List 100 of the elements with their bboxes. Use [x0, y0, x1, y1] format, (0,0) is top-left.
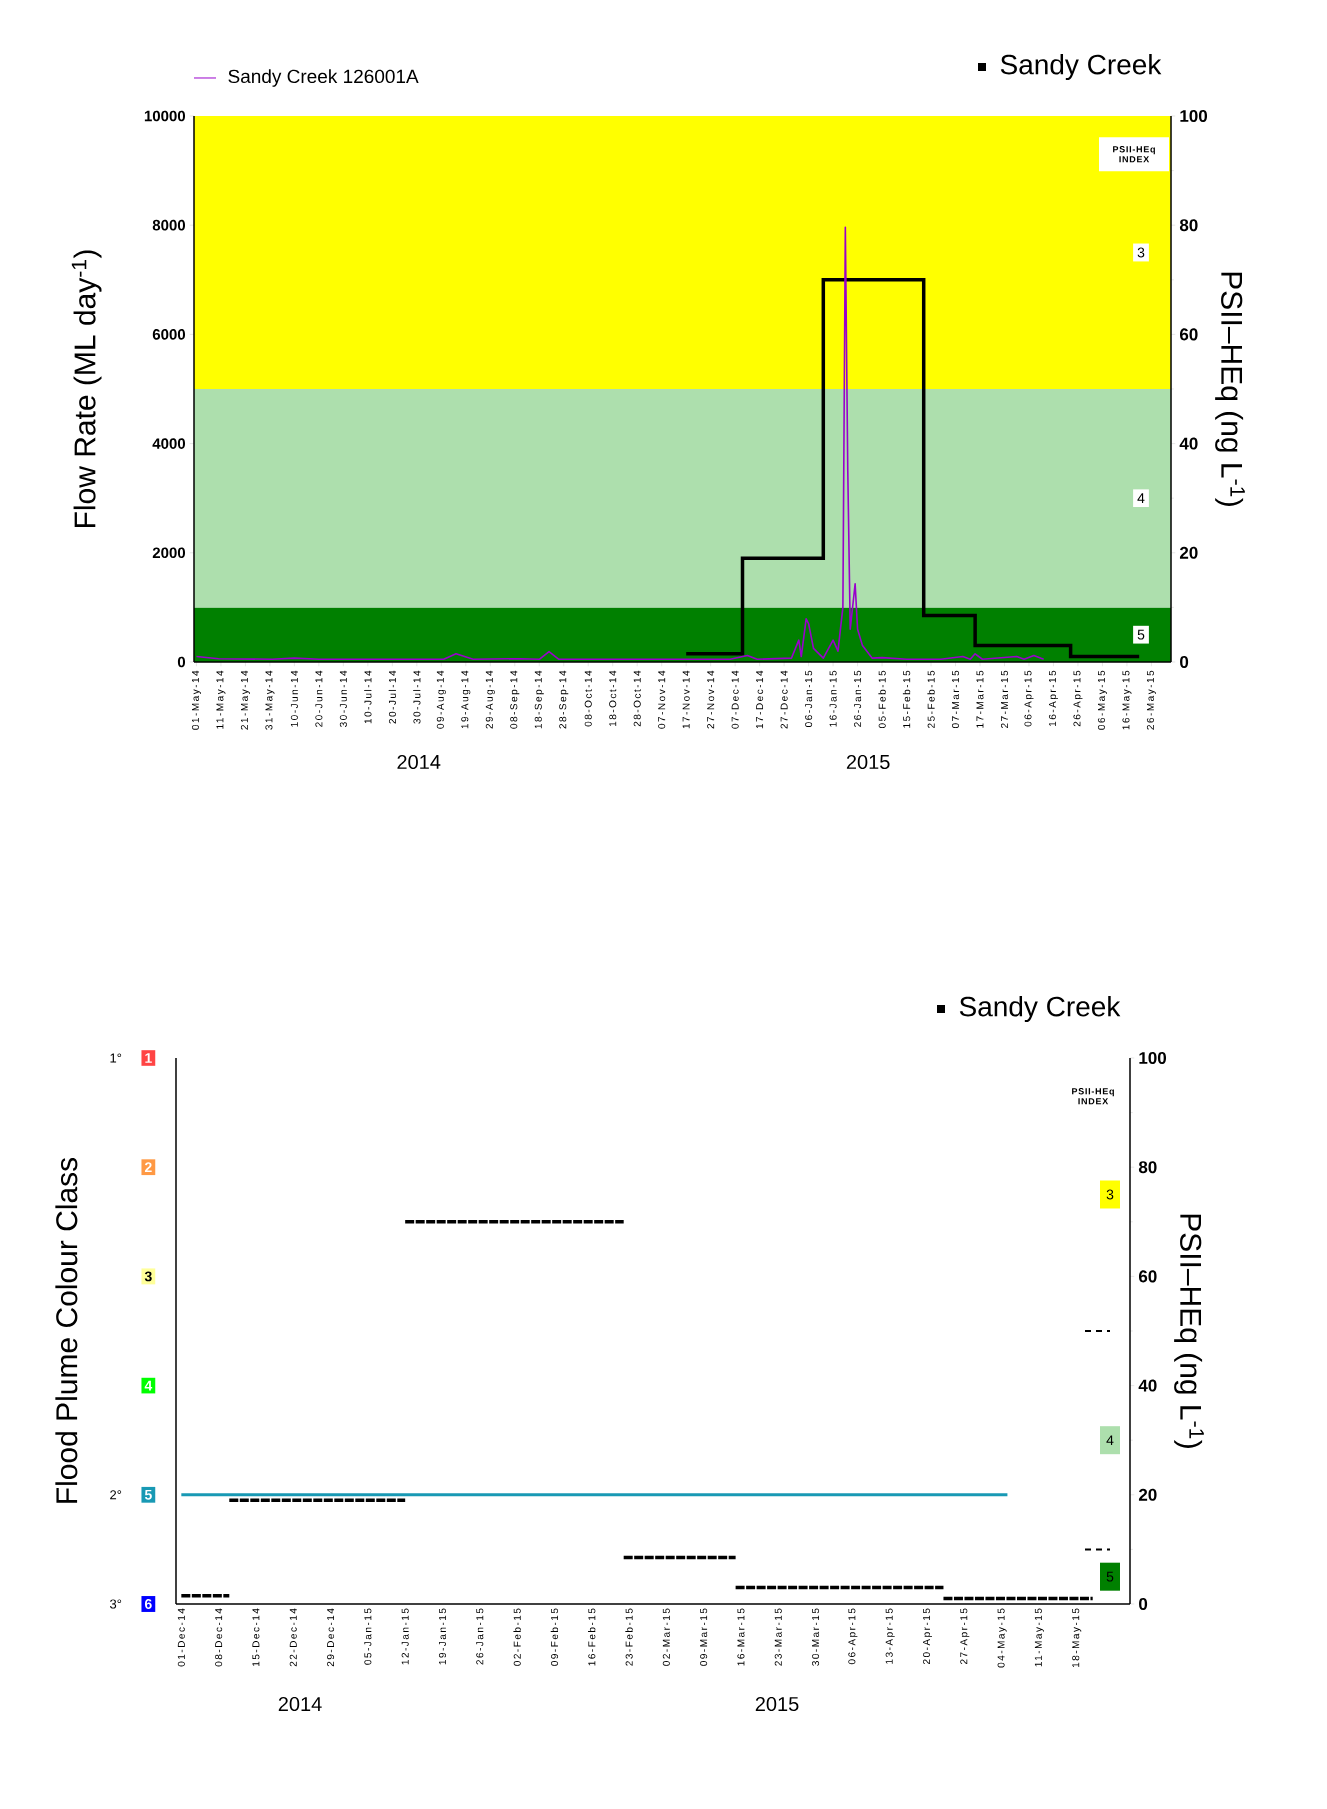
- band-label: 4: [1137, 493, 1145, 503]
- x-tick-label: 09-Mar-15: [700, 1608, 708, 1666]
- y2-tick-label: 40: [1179, 437, 1198, 450]
- y-axis-title: Flood Plume Colour Class: [55, 1157, 78, 1503]
- x-tick-label: 22-Dec-14: [289, 1608, 297, 1667]
- y-tick-label: 6000: [152, 329, 186, 340]
- x-tick-label: 21-May-14: [240, 670, 250, 730]
- annotation: PSII-HEq INDEX: [1072, 1088, 1114, 1105]
- y2-axis-title: PSII–HEq (ng L$^{-1}$): [1215, 272, 1245, 506]
- x-tick-label: 19-Jan-15: [438, 1608, 447, 1665]
- x-tick-label: 16-May-15: [1122, 670, 1132, 730]
- line-series: [195, 226, 1045, 661]
- x-tick-label: 27-Nov-14: [707, 670, 715, 729]
- legend-label: Sandy Creek 126001A: [228, 69, 419, 87]
- y-axis-title: Flow Rate (ML day$^{-1}$): [71, 250, 102, 527]
- x-tick-label: 06-Apr-15: [1024, 670, 1034, 727]
- x-tick-label: 20-Jul-14: [388, 670, 397, 724]
- x-tick-label: 28-Sep-14: [559, 670, 569, 729]
- x-tick-label: 20-Apr-15: [922, 1608, 932, 1665]
- x-tick-label: 07-Mar-15: [951, 670, 960, 729]
- x-tick-label: 05-Feb-15: [878, 670, 886, 729]
- x-tick-label: 16-Feb-15: [588, 1608, 596, 1666]
- x-tick-label: 30-Mar-15: [812, 1608, 820, 1666]
- x-tick-label: 10-Jun-14: [290, 670, 298, 727]
- x-tick-label: 09-Feb-15: [550, 1608, 559, 1666]
- x-tick-label: 02-Feb-15: [513, 1608, 521, 1666]
- x-tick-label: 10-Jul-14: [364, 670, 372, 724]
- x-tick-label: 18-Oct-14: [609, 670, 617, 727]
- y-tick-label: 4: [144, 1380, 153, 1391]
- x-tick-label: 13-Apr-15: [885, 1608, 895, 1664]
- text: 2014: [278, 1696, 322, 1712]
- x-tick-label: 27-Apr-15: [960, 1608, 970, 1665]
- x-tick-label: 16-Jan-15: [829, 670, 837, 727]
- y2-tick-label: 60: [1138, 1270, 1157, 1283]
- text: 2015: [755, 1696, 799, 1712]
- y-tick-label: 5: [144, 1489, 152, 1500]
- x-tick-label: 20-Jun-14: [315, 670, 323, 727]
- x-tick-label: 23-Mar-15: [774, 1608, 782, 1666]
- x-tick-label: 07-Dec-14: [731, 670, 739, 729]
- x-tick-label: 18-Sep-14: [534, 670, 544, 729]
- y-tick-label: 2: [144, 1162, 152, 1173]
- text: 2014: [397, 754, 441, 770]
- y2-tick-label: 0: [1139, 1597, 1148, 1611]
- x-tick-label: 30-Jul-14: [413, 670, 421, 724]
- y-tick-label: 4000: [152, 438, 186, 449]
- x-tick-label: 11-May-14: [216, 670, 226, 729]
- y-tick-label: 3: [144, 1271, 152, 1282]
- x-tick-label: 07-Nov-14: [658, 670, 666, 729]
- x-tick-label: 15-Feb-15: [902, 670, 911, 728]
- x-tick-label: 17-Dec-14: [756, 670, 764, 729]
- annotation: PSII-HEq INDEX: [1113, 146, 1155, 163]
- x-tick-label: 17-Mar-15: [976, 670, 984, 728]
- y2-tick-label: 60: [1179, 328, 1198, 341]
- x-tick-label: 08-Dec-14: [215, 1608, 223, 1667]
- y2-tick-label: 0: [1180, 655, 1189, 669]
- annotation: 5: [1106, 1571, 1114, 1582]
- x-tick-label: 23-Feb-15: [625, 1608, 633, 1666]
- x-tick-label: 11-May-15: [1034, 1608, 1044, 1667]
- y-tick-label: 1: [145, 1053, 152, 1063]
- y-tick-label: 2000: [152, 547, 186, 559]
- x-tick-label: 18-May-15: [1072, 1608, 1082, 1668]
- x-tick-label: 17-Nov-14: [682, 670, 690, 729]
- x-tick-label: 06-May-15: [1097, 670, 1107, 730]
- y2-tick-label: 40: [1138, 1379, 1157, 1392]
- y2-tick-label: 20: [1138, 1488, 1157, 1501]
- x-tick-label: 29-Aug-14: [485, 670, 495, 729]
- annotation: 3: [1106, 1189, 1114, 1200]
- annotation: 4: [1106, 1435, 1114, 1445]
- y-tick-label: 6: [144, 1599, 152, 1609]
- text: 1°: [110, 1053, 122, 1063]
- y-tick-label: 8000: [152, 219, 186, 231]
- x-tick-label: 31-May-14: [265, 670, 275, 730]
- x-tick-label: 16-Apr-15: [1048, 670, 1058, 727]
- x-tick-label: 08-Oct-14: [584, 670, 592, 727]
- x-tick-label: 27-Mar-15: [1000, 670, 1009, 728]
- x-tick-label: 28-Oct-14: [633, 670, 641, 727]
- y-tick-label: 0: [177, 656, 186, 668]
- band-label: 3: [1137, 247, 1145, 258]
- y2-axis-title: PSII–HEq (ng L$^{-1}$): [1174, 1214, 1204, 1448]
- x-tick-label: 09-Aug-14: [436, 670, 446, 729]
- y2-tick-label: 80: [1179, 219, 1198, 232]
- x-tick-label: 12-Jan-15: [401, 1608, 409, 1665]
- x-tick-label: 05-Jan-15: [364, 1608, 372, 1665]
- y2-tick-label: 80: [1138, 1161, 1157, 1174]
- legend-label: Sandy Creek: [1000, 53, 1162, 81]
- band-label: 5: [1137, 629, 1145, 640]
- text: 3°: [109, 1599, 122, 1609]
- x-tick-label: 01-Dec-14: [177, 1608, 185, 1667]
- x-tick-label: 27-Dec-14: [780, 670, 788, 729]
- x-tick-label: 16-Mar-15: [737, 1608, 745, 1666]
- x-tick-label: 08-Sep-14: [510, 670, 520, 729]
- x-tick-label: 01-May-14: [191, 670, 201, 730]
- x-tick-label: 29-Dec-14: [327, 1608, 335, 1667]
- x-tick-label: 19-Aug-14: [461, 670, 471, 729]
- text: 2°: [110, 1490, 122, 1500]
- x-tick-label: 04-May-15: [997, 1608, 1007, 1668]
- x-tick-label: 06-Jan-15: [805, 670, 813, 727]
- y-tick-label: 10000: [144, 110, 186, 122]
- y2-tick-label: 100: [1139, 1051, 1167, 1065]
- x-tick-label: 06-Apr-15: [848, 1608, 858, 1665]
